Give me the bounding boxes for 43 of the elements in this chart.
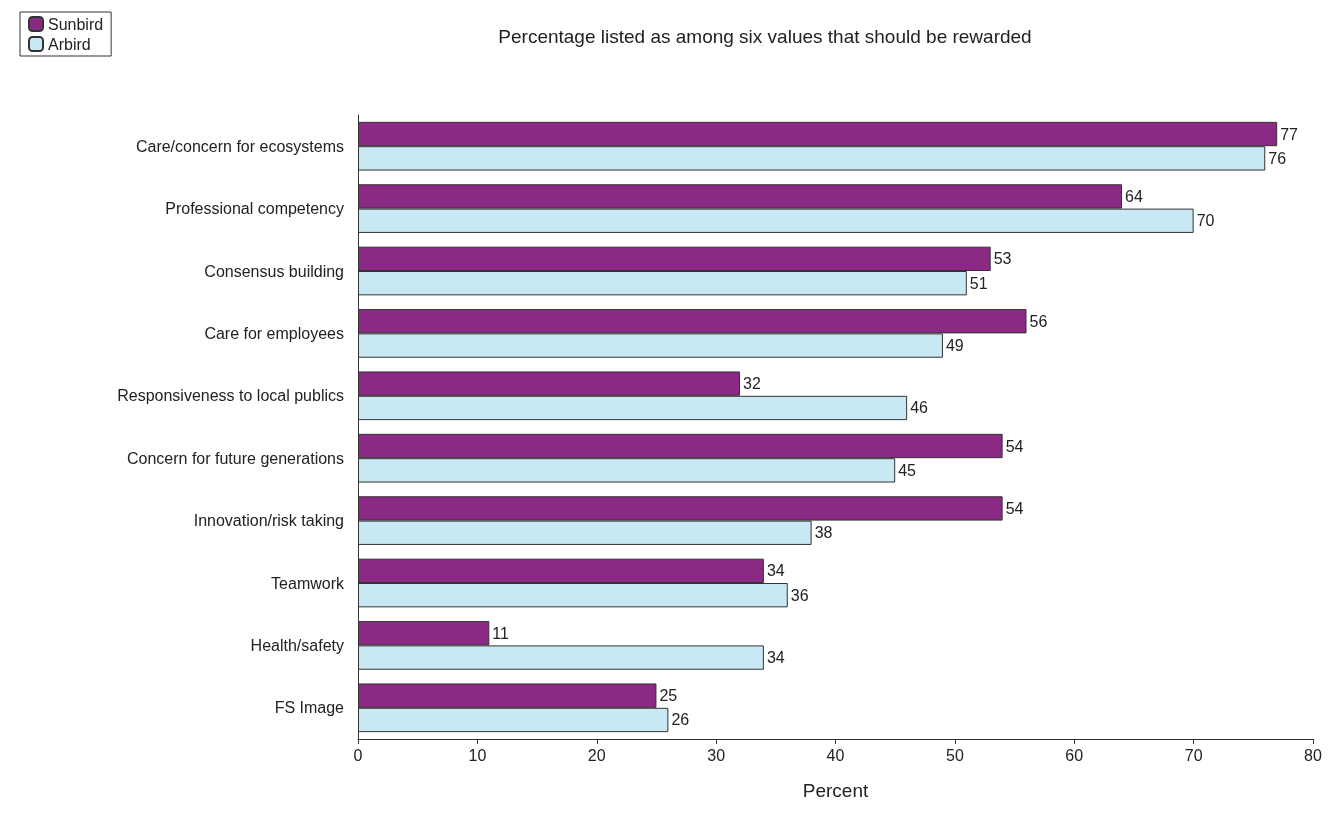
data-label: 34 xyxy=(766,649,785,667)
x-tick-label: 40 xyxy=(826,746,845,764)
x-axis-title: Percent xyxy=(802,780,869,801)
y-tick-label: Professional competency xyxy=(165,200,344,218)
data-label: 54 xyxy=(1005,437,1024,455)
data-label: 46 xyxy=(910,399,929,417)
y-tick-label: Responsiveness to local publics xyxy=(117,387,344,405)
data-label: 36 xyxy=(790,586,809,604)
legend-label: Arbird xyxy=(48,35,91,53)
y-tick-label: Care for employees xyxy=(204,324,344,342)
data-label: 49 xyxy=(945,337,964,355)
x-tick-label: 0 xyxy=(353,746,363,764)
x-tick-label: 60 xyxy=(1065,746,1084,764)
data-label: 77 xyxy=(1280,125,1299,143)
x-tick-label: 50 xyxy=(945,746,964,764)
data-label: 64 xyxy=(1125,187,1143,205)
data-label: 54 xyxy=(1005,499,1024,517)
y-tick-label: Health/safety xyxy=(250,636,344,654)
data-label: 32 xyxy=(743,375,761,393)
x-tick-label: 10 xyxy=(468,746,487,764)
data-label: 34 xyxy=(766,562,785,580)
data-label: 53 xyxy=(993,250,1012,268)
x-tick-label: 80 xyxy=(1304,746,1322,764)
x-tick-label: 70 xyxy=(1184,746,1203,764)
legend-label: Sunbird xyxy=(48,15,104,33)
data-label: 25 xyxy=(659,687,678,705)
y-tick-label: Teamwork xyxy=(271,574,345,592)
data-label: 11 xyxy=(492,624,510,642)
data-label: 76 xyxy=(1268,149,1287,167)
y-tick-label: FS Image xyxy=(274,699,345,717)
y-tick-label: Consensus building xyxy=(204,262,344,280)
y-tick-label: Innovation/risk taking xyxy=(193,512,344,530)
data-label: 26 xyxy=(671,711,690,729)
x-tick-label: 30 xyxy=(707,746,726,764)
x-tick-label: 20 xyxy=(587,746,606,764)
data-label: 70 xyxy=(1196,212,1215,230)
y-tick-label: Care/concern for ecosystems xyxy=(135,137,344,155)
data-label: 38 xyxy=(814,524,833,542)
data-label: 45 xyxy=(898,461,917,479)
y-tick-label: Concern for future generations xyxy=(126,449,344,467)
chart-title: Percentage listed as among six values that should be rewarded xyxy=(498,26,1032,47)
data-label: 56 xyxy=(1029,312,1048,330)
data-label: 51 xyxy=(969,274,988,292)
